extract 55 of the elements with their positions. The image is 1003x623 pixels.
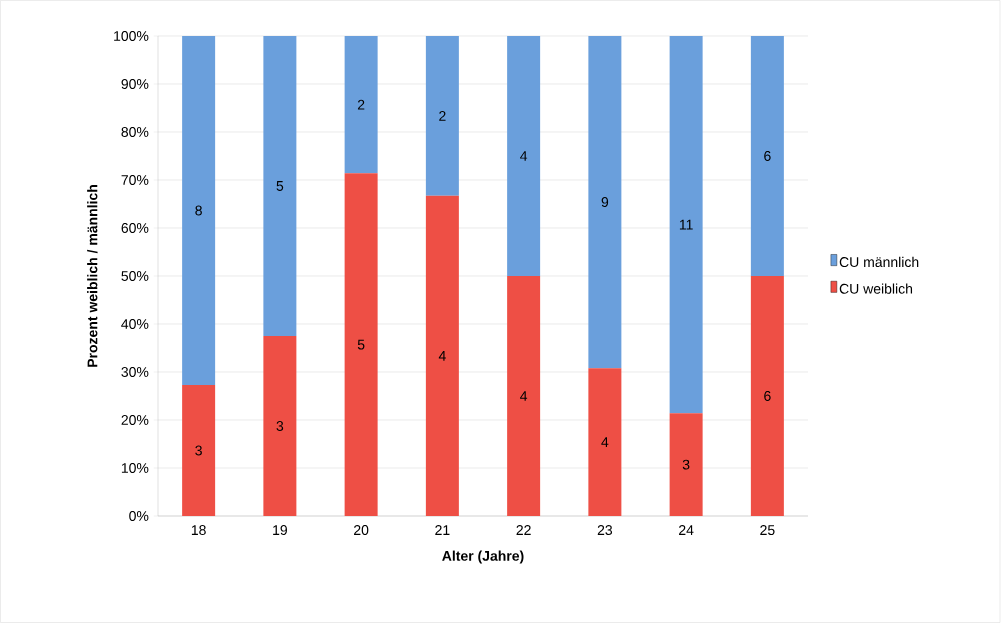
bar (263, 35, 297, 336)
annotation: 6 (764, 151, 771, 161)
y-tick-label: 60% (121, 223, 149, 233)
bar (344, 173, 378, 516)
annotation: 4 (520, 391, 528, 401)
bar (588, 368, 622, 516)
y-tick-label: 90% (121, 79, 149, 89)
y-tick-label: 70% (121, 175, 149, 185)
x-tick-label: 25 (760, 525, 775, 536)
y-tick-label: 40% (121, 319, 149, 329)
annotation: 6 (764, 391, 771, 401)
bar (182, 384, 216, 516)
bar (507, 35, 541, 276)
x-axis-title: Alter (Jahre) (442, 550, 524, 564)
bar (425, 35, 459, 196)
bar (263, 336, 297, 516)
annotation: 4 (601, 437, 609, 447)
bar (588, 35, 622, 369)
annotation: 2 (439, 111, 446, 121)
annotation: 5 (357, 339, 365, 350)
y-axis-title: Prozent weiblich / männlich (87, 185, 98, 367)
y-tick-label: 80% (121, 127, 149, 137)
annotation: 5 (276, 181, 284, 191)
annotation: 4 (520, 151, 528, 161)
bar (750, 276, 784, 516)
legend-label: CU weiblich (839, 283, 913, 294)
bar (507, 276, 541, 516)
x-tick-label: 19 (273, 525, 287, 536)
bar (669, 413, 703, 516)
y-tick-label: 20% (121, 415, 149, 425)
x-tick-label: 20 (354, 525, 369, 536)
annotation: 8 (195, 205, 202, 216)
annotation: 4 (438, 351, 446, 361)
y-tick-label: 0% (129, 511, 149, 521)
annotation: 3 (682, 459, 690, 470)
annotation: 3 (195, 445, 202, 456)
annotation: 3 (276, 421, 284, 431)
bar (669, 35, 703, 414)
y-tick-label: 100% (114, 31, 149, 41)
legend-label: CU männlich (839, 256, 919, 268)
x-tick-label: 24 (679, 525, 694, 535)
x-tick-label: 22 (516, 525, 531, 535)
y-tick-label: 30% (121, 367, 149, 377)
x-tick-label: 23 (597, 525, 613, 536)
y-tick-label: 50% (121, 271, 149, 281)
annotation: 9 (601, 197, 609, 208)
bar (182, 35, 216, 385)
y-tick-label: 10% (121, 463, 149, 473)
x-tick-label: 18 (191, 525, 206, 536)
bar (344, 35, 378, 174)
bar (750, 35, 784, 276)
annotation: 11 (679, 219, 693, 230)
x-tick-label: 21 (435, 525, 450, 535)
bar (425, 195, 459, 516)
annotation: 2 (357, 99, 365, 110)
